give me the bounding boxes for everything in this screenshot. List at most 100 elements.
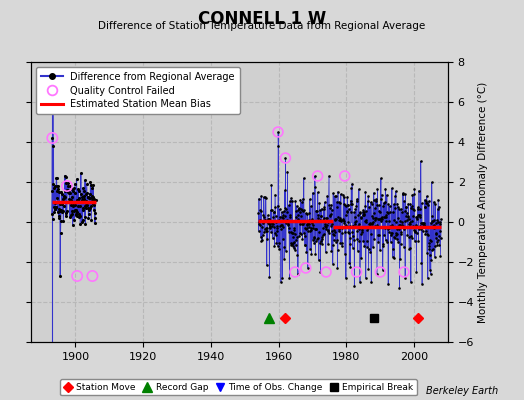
Point [66,183,74,190]
Point [53,183,62,189]
Point [398,209,406,215]
Point [50,208,59,215]
Point [275,206,283,212]
Point [86,179,95,185]
Point [303,221,312,228]
Point [383,209,391,215]
Point [379,240,388,247]
Point [377,175,385,182]
Point [350,283,358,289]
Point [301,225,309,232]
Point [48,211,56,217]
Point [82,198,90,204]
Point [271,191,279,198]
Point [339,217,347,224]
Point [303,265,312,271]
Point [323,228,332,234]
Point [259,194,268,200]
Point [419,220,428,226]
Point [433,206,442,212]
Point [296,221,304,228]
Point [428,218,436,224]
Point [320,214,328,221]
Point [275,217,283,223]
Point [426,266,434,273]
Point [67,212,75,218]
Point [65,190,73,196]
Point [352,197,361,204]
Point [278,275,287,281]
Point [78,194,86,200]
Point [271,232,280,238]
Point [428,179,436,186]
Point [423,230,431,237]
Point [285,225,293,231]
Point [362,208,370,214]
Point [69,187,77,194]
Point [326,212,334,219]
Point [290,245,298,251]
Point [348,223,357,229]
Point [424,198,433,204]
Point [261,194,270,200]
Point [340,201,348,207]
Point [403,214,412,220]
Point [428,246,436,253]
Point [322,215,331,221]
Point [375,232,384,239]
Point [347,201,356,208]
Point [277,222,286,228]
Point [406,200,414,207]
Point [411,229,420,235]
Point [61,188,70,194]
Point [362,275,370,281]
Point [345,206,353,212]
Point [397,240,405,247]
Point [70,206,79,213]
Point [423,275,432,281]
Point [430,217,438,223]
Point [287,229,296,236]
Point [78,219,86,226]
Point [296,208,304,215]
Point [302,249,311,255]
Y-axis label: Monthly Temperature Anomaly Difference (°C): Monthly Temperature Anomaly Difference (… [478,81,488,323]
Point [281,155,290,161]
Point [281,205,289,211]
Point [355,237,364,244]
Point [365,220,374,226]
Point [394,204,402,210]
Point [369,244,377,250]
Point [388,224,397,230]
Point [304,220,313,227]
Point [274,129,282,135]
Point [277,279,285,285]
Point [64,189,73,195]
Point [298,236,307,242]
Point [269,234,277,241]
Point [422,228,431,235]
Point [385,229,393,236]
Point [72,212,81,218]
Point [332,237,341,244]
Point [293,234,301,240]
Point [347,208,355,215]
Point [276,223,284,229]
Point [367,230,375,237]
Point [70,216,78,223]
Point [422,193,431,199]
Point [392,219,400,226]
Point [297,231,305,237]
Point [431,230,440,236]
Point [368,201,376,207]
Point [313,236,321,242]
Point [307,225,315,231]
Point [402,209,411,216]
Point [354,221,363,228]
Point [274,143,282,149]
Point [330,226,338,233]
Point [83,190,92,196]
Point [286,214,294,220]
Point [366,221,374,227]
Point [313,207,321,214]
